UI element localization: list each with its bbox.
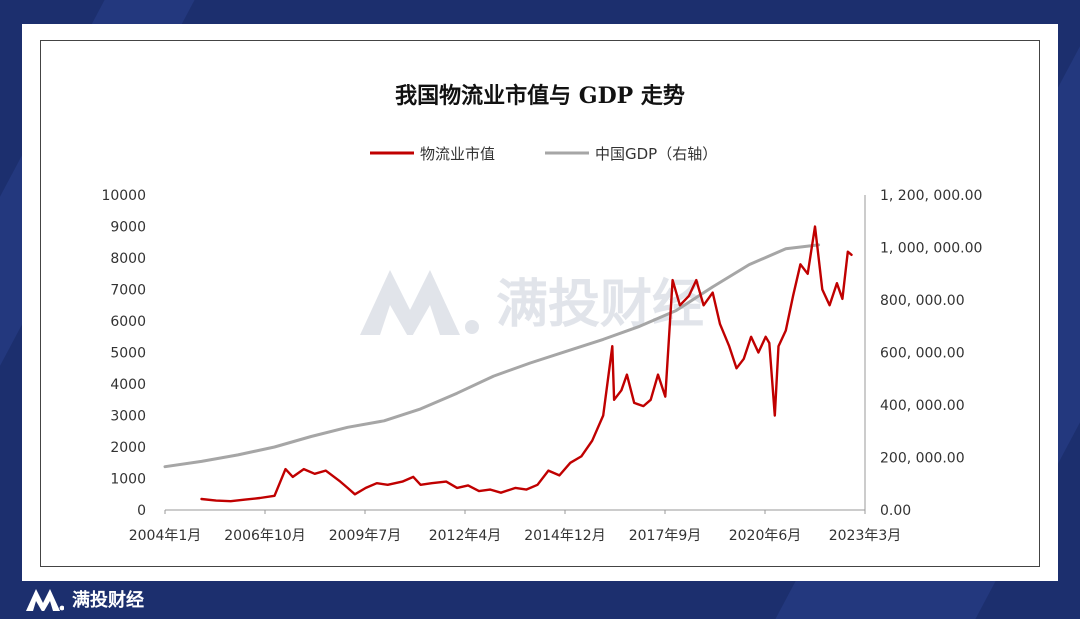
left-tick-label: 3000 [110,409,146,425]
left-axis: 0 1000 2000 3000 4000 5000 6000 7000 8000 9000 100… [101,188,146,519]
right-axis: 0.00 200, 000.00 400, 000.00 600, 000.00 800… [864,188,982,519]
right-tick-label: 200, 000.00 [880,451,965,467]
footer-brand: 满投财经 [26,586,144,612]
series-layer [163,225,853,503]
left-tick-label: 5000 [110,346,146,362]
left-tick-label: 2000 [110,440,146,456]
left-tick-label: 4000 [110,377,146,393]
left-tick-label: 10000 [101,188,146,204]
x-tick-label: 2004年1月 [129,528,202,544]
x-tick-label: 2012年4月 [429,528,502,544]
left-tick-label: 1000 [110,472,146,488]
right-tick-label: 0.00 [880,503,911,519]
left-tick-label: 7000 [110,283,146,299]
legend-label: 中国GDP（右轴） [595,145,717,163]
legend-label: 物流业市值 [420,145,495,163]
watermark-logo-icon [360,269,479,335]
left-tick-label: 0 [137,503,146,519]
left-tick-label: 8000 [110,251,146,267]
left-tick-label: 6000 [110,314,146,330]
right-tick-label: 1, 200, 000.00 [880,188,982,204]
chart-title: 我国物流业市值与 GDP 走势 [395,83,685,109]
x-tick-label: 2017年9月 [629,528,702,544]
chart-frame [40,40,1040,567]
right-tick-label: 800, 000.00 [880,293,965,309]
x-tick-label: 2006年10月 [224,528,305,544]
right-tick-label: 600, 000.00 [880,346,965,362]
left-tick-label: 9000 [110,220,146,236]
right-tick-label: 1, 000, 000.00 [880,241,982,257]
footer-brand-text: 满投财经 [72,590,144,611]
x-tick-label: 2009年7月 [329,528,402,544]
x-axis: 2004年1月 2006年10月 2009年7月 2012年4月 2014年12月 201… [129,509,902,544]
series-line-logistics-market-value [200,225,853,503]
logo-icon [26,589,64,611]
legend: 物流业市值 中国GDP（右轴） [370,145,717,163]
right-tick-label: 400, 000.00 [880,398,965,414]
x-tick-label: 2020年6月 [729,528,802,544]
x-tick-label: 2014年12月 [524,528,605,544]
series-line-china-gdp [163,243,821,469]
x-tick-label: 2023年3月 [829,528,902,544]
